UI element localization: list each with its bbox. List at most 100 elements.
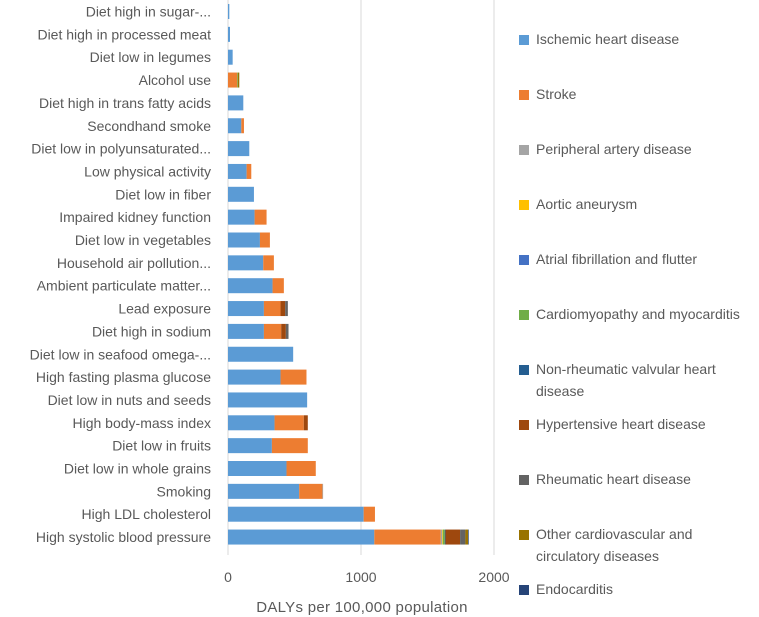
category-label: Household air pollution...: [57, 255, 211, 271]
bar-high-systolic-blood-pressure-peripheral-artery-disease: [440, 529, 443, 545]
legend-swatch: [519, 200, 529, 210]
category-label: Diet high in sodium: [92, 323, 211, 339]
bar-diet-high-in-sugar-ischemic-heart-disease: [228, 4, 230, 19]
legend-label: Peripheral artery disease: [536, 141, 692, 157]
bar-high-systolic-blood-pressure-cardiomyopathy-and-myocarditis: [442, 529, 445, 545]
legend-label: Other cardiovascular and circulatory dis…: [536, 526, 693, 564]
bar-alcohol-use-stroke: [228, 72, 238, 88]
bar-diet-low-in-fiber-ischemic-heart-disease: [228, 186, 254, 202]
bar-high-systolic-blood-pressure-rheumatic-heart-disease: [460, 529, 466, 545]
legend-swatch: [519, 310, 529, 320]
bar-high-systolic-blood-pressure-aortic-aneurysm: [442, 529, 443, 545]
bar-diet-high-in-sodium-ischemic-heart-disease: [228, 323, 264, 339]
category-label: Diet high in processed meat: [37, 26, 211, 42]
legend-label: Stroke: [536, 86, 577, 102]
legend-item-cardiomyopathy-and-myocarditis: Cardiomyopathy and myocarditis: [519, 306, 759, 325]
bar-household-air-pollution-stroke: [263, 255, 274, 271]
bar-low-physical-activity-ischemic-heart-disease: [228, 163, 247, 179]
legend-swatch: [519, 365, 529, 375]
bar-diet-high-in-sodium-stroke: [263, 323, 282, 339]
category-label: Diet low in nuts and seeds: [48, 392, 211, 408]
bar-diet-low-in-seafood-omega-ischemic-heart-disease: [228, 346, 294, 362]
legend-swatch: [519, 255, 529, 265]
bar-smoking-peripheral-artery-disease: [322, 483, 324, 499]
bar-diet-low-in-fruits-ischemic-heart-disease: [228, 438, 272, 454]
legend-item-stroke: Stroke: [519, 86, 759, 105]
category-label: Diet high in sugar-...: [86, 4, 211, 20]
legend-item-other-cardiovascular-and-circulatory-diseases: Other cardiovascular and circulatory dis…: [519, 526, 759, 567]
category-label: Diet low in fruits: [112, 438, 211, 454]
bar-high-ldl-cholesterol-ischemic-heart-disease: [228, 506, 364, 522]
bar-high-body-mass-index-hypertensive-heart-disease: [303, 415, 308, 431]
bar-diet-high-in-sodium-hypertensive-heart-disease: [281, 323, 286, 339]
bar-high-ldl-cholesterol-stroke: [363, 506, 375, 522]
legend-label: Atrial fibrillation and flutter: [536, 251, 698, 267]
bar-lead-exposure-hypertensive-heart-disease: [280, 301, 286, 317]
legend-label: Non-rheumatic valvular heart disease: [536, 361, 716, 399]
category-label: Diet low in legumes: [90, 49, 211, 65]
legend-item-endocarditis: Endocarditis: [519, 581, 759, 600]
bar-high-fasting-plasma-glucose-stroke: [280, 369, 307, 385]
bar-diet-high-in-sodium-rheumatic-heart-disease: [285, 323, 289, 339]
bar-high-systolic-blood-pressure-ischemic-heart-disease: [228, 529, 375, 545]
category-label: Diet low in polyunsaturated...: [31, 141, 211, 157]
bar-diet-low-in-vegetables-ischemic-heart-disease: [228, 232, 260, 248]
bar-diet-low-in-nuts-and-seeds-ischemic-heart-disease: [228, 392, 308, 408]
bar-household-air-pollution-ischemic-heart-disease: [228, 255, 264, 271]
legend-label: Endocarditis: [536, 581, 614, 597]
legend-item-hypertensive-heart-disease: Hypertensive heart disease: [519, 416, 759, 435]
legend-swatch: [519, 35, 529, 45]
bar-diet-low-in-whole-grains-stroke: [286, 461, 316, 476]
legend-swatch: [519, 585, 529, 595]
bar-low-physical-activity-stroke: [246, 163, 252, 179]
category-label: High body-mass index: [72, 415, 211, 431]
legend-label: Aortic aneurysm: [536, 196, 638, 212]
bar-diet-low-in-polyunsaturated-ischemic-heart-disease: [228, 141, 250, 157]
bar-high-systolic-blood-pressure-non-rheumatic-valvular-heart-disease: [444, 529, 446, 545]
bar-alcohol-use-cardiomyopathy-and-myocarditis: [237, 72, 238, 88]
x-tick-label: 0: [224, 569, 232, 585]
legend-swatch: [519, 145, 529, 155]
x-tick-label: 1000: [345, 569, 376, 585]
bar-impaired-kidney-function-stroke: [254, 209, 267, 225]
x-axis-title: DALYs per 100,000 population: [256, 599, 468, 616]
bar-lead-exposure-stroke: [263, 301, 281, 317]
legend: Ischemic heart disease Stroke Peripheral a…: [519, 0, 759, 617]
bar-alcohol-use-other-cardiovascular-and-circulatory-diseases: [237, 72, 240, 88]
bar-lead-exposure-ischemic-heart-disease: [228, 301, 264, 317]
bar-smoking-stroke: [299, 483, 323, 499]
legend-item-aortic-aneurysm: Aortic aneurysm: [519, 196, 759, 215]
category-label: Low physical activity: [84, 163, 211, 179]
category-label: Diet low in vegetables: [75, 232, 211, 248]
x-tick-labels: 0 1000 2000: [224, 569, 510, 585]
category-label: High fasting plasma glucose: [36, 369, 211, 385]
bar-smoking-ischemic-heart-disease: [228, 483, 300, 499]
bar-diet-high-in-trans-fatty-acids-ischemic-heart-disease: [228, 95, 244, 111]
bar-high-systolic-blood-pressure-other-cardiovascular-and-circulatory-diseases: [465, 529, 469, 545]
legend-item-peripheral-artery-disease: Peripheral artery disease: [519, 141, 759, 160]
category-label: Diet low in fiber: [115, 186, 211, 202]
bar-diet-low-in-whole-grains-ischemic-heart-disease: [228, 461, 287, 476]
bar-high-body-mass-index-stroke: [274, 415, 304, 431]
legend-swatch: [519, 420, 529, 430]
stacked-bar-chart: Diet high in sugar-... Diet high in proce…: [30, 0, 510, 616]
bar-ambient-particulate-matter-ischemic-heart-disease: [228, 278, 273, 294]
category-label: Diet low in whole grains: [64, 461, 211, 477]
legend-item-ischemic-heart-disease: Ischemic heart disease: [519, 31, 759, 50]
bar-segments: [228, 4, 469, 545]
bar-high-systolic-blood-pressure-hypertensive-heart-disease: [445, 529, 461, 545]
bar-high-systolic-blood-pressure-endocarditis: [468, 529, 469, 545]
bar-diet-low-in-vegetables-stroke: [259, 232, 270, 248]
category-label: Diet high in trans fatty acids: [39, 95, 211, 111]
category-label: High systolic blood pressure: [36, 529, 211, 545]
legend-swatch: [519, 530, 529, 540]
category-labels: Diet high in sugar-... Diet high in proce…: [30, 4, 212, 546]
legend-label: Rheumatic heart disease: [536, 471, 691, 487]
bar-high-systolic-blood-pressure-stroke: [374, 529, 441, 545]
legend-label: Hypertensive heart disease: [536, 416, 706, 432]
bar-lead-exposure-rheumatic-heart-disease: [285, 301, 288, 317]
bar-secondhand-smoke-ischemic-heart-disease: [228, 118, 242, 134]
category-label: Smoking: [157, 483, 211, 499]
category-label: Secondhand smoke: [87, 118, 211, 134]
legend-label: Ischemic heart disease: [536, 31, 680, 47]
